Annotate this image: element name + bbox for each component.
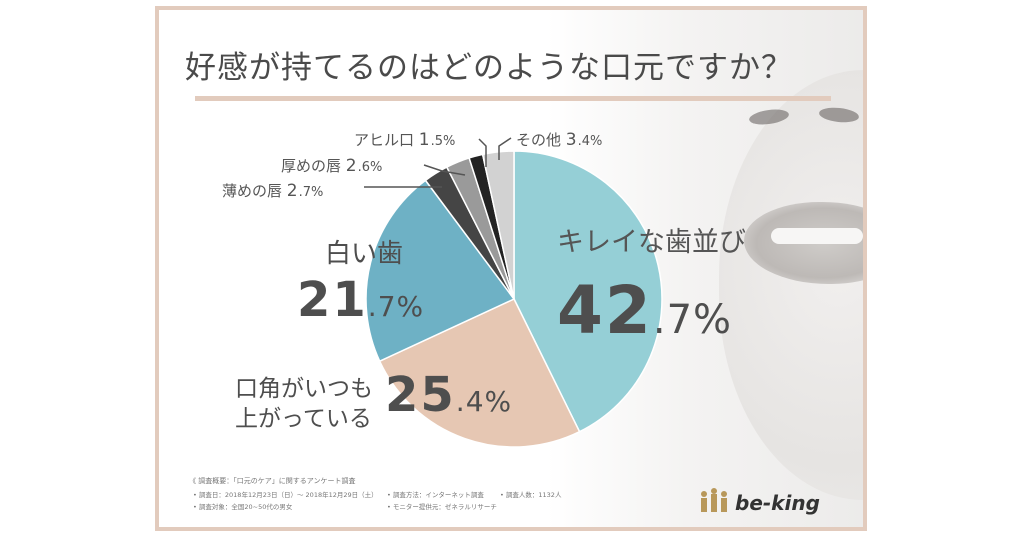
crown-icon — [701, 488, 727, 512]
label-atsume-dec: .6% — [357, 160, 383, 175]
face-teeth — [771, 228, 863, 244]
label-kirei-name: キレイな歯並び — [557, 227, 746, 258]
title-underline — [195, 96, 831, 101]
label-koukaku-line1: 口角がいつも — [235, 376, 373, 402]
label-ahiru-int: 1 — [418, 130, 431, 150]
leader-line-sonota — [498, 137, 512, 160]
label-usume-dec: .7% — [298, 185, 324, 200]
be-king-logo: be-king — [699, 488, 849, 518]
pie-slice-1 — [378, 298, 581, 448]
pie-chart — [364, 137, 663, 448]
label-sonota-name: その他 — [516, 131, 562, 149]
label-koukaku-value: 25.4% — [385, 367, 512, 423]
label-koukaku-dec: .4% — [455, 385, 513, 418]
label-usume-int: 2 — [286, 181, 299, 201]
chart-title: 好感が持てるのはどのような口元ですか？ — [185, 50, 793, 86]
pie-slice-0 — [513, 150, 663, 433]
leader-line-atsume — [423, 164, 466, 176]
label-shiroi-dec: .7% — [367, 290, 425, 323]
footer-survey-provider: • モニター提供元：ゼネラルリサーチ — [387, 503, 497, 511]
footer-survey-method: • 調査方法：インターネット調査 — [387, 491, 484, 499]
label-sonota-dec: .4% — [577, 134, 603, 149]
label-ahiru-dec: .5% — [430, 134, 456, 149]
label-kirei-dec: .7% — [652, 297, 733, 343]
footer-survey-header: 《 調査概要：「口元のケア」に関するアンケート調査 — [189, 477, 356, 485]
label-atsume-name: 厚めの唇 — [281, 157, 342, 175]
label-shiroi-value: 21.7% — [297, 272, 424, 328]
footer-survey-count: • 調査人数：1132人 — [500, 491, 562, 499]
logo-text: be-king — [735, 491, 820, 515]
label-atsume-int: 2 — [345, 156, 358, 176]
pie-slice-6 — [481, 150, 515, 300]
label-koukaku-line2: 上がっている — [235, 406, 372, 432]
infographic-card: 好感が持てるのはどのような口元ですか？ キレイな歯並び 42.7% 白い歯 21… — [155, 6, 867, 531]
label-usume: 薄めの唇 2.7% — [222, 180, 323, 201]
label-ahiru: アヒル口 1.5% — [354, 129, 455, 150]
label-ahiru-name: アヒル口 — [354, 131, 415, 149]
label-shiroi-name: 白い歯 — [325, 239, 404, 269]
label-shiroi-int: 21 — [297, 272, 368, 328]
footer-survey-target: • 調査対象：全国20~50代の男女 — [193, 503, 293, 511]
label-sonota: その他 3.4% — [516, 129, 602, 150]
label-atsume: 厚めの唇 2.6% — [281, 155, 382, 176]
label-koukaku-int: 25 — [385, 367, 456, 423]
label-sonota-int: 3 — [565, 130, 578, 150]
label-kirei-int: 42 — [557, 272, 653, 349]
leader-line-ahiru — [478, 138, 487, 167]
label-kirei-value: 42.7% — [557, 272, 732, 349]
pie-slice-2 — [365, 179, 516, 363]
footer-survey-date: • 調査日：2018年12月23日（日）～ 2018年12月29日（土） — [193, 491, 378, 499]
label-usume-name: 薄めの唇 — [222, 182, 283, 200]
